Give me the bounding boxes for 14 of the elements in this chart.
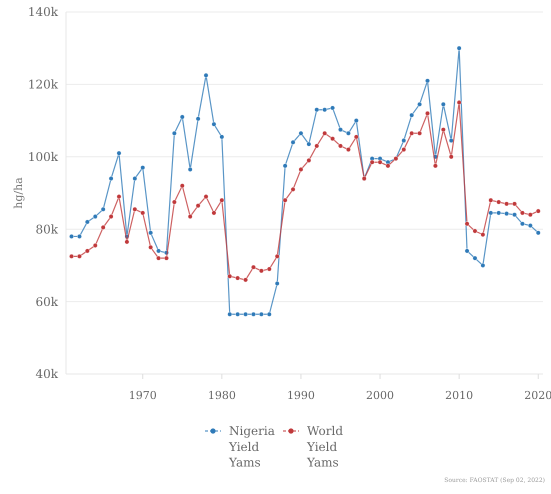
y-tick-label: 120k bbox=[28, 78, 59, 92]
x-tick-label: 2010 bbox=[445, 389, 474, 402]
y-tick-label: 80k bbox=[35, 222, 59, 236]
x-tick-label: 2000 bbox=[366, 389, 394, 402]
legend-label: World Yield Yams bbox=[306, 424, 344, 470]
y-tick-label: 140k bbox=[28, 5, 59, 20]
y-tick-label: 100k bbox=[28, 150, 59, 164]
y-axis-title: hg/ha bbox=[12, 176, 25, 209]
y-tick-label: 60k bbox=[35, 294, 59, 309]
x-tick-label: 1990 bbox=[286, 389, 315, 402]
y-tick-label: 40k bbox=[35, 367, 59, 382]
legend-label: Nigeria Yield Yams bbox=[228, 424, 275, 470]
x-tick-label: 1970 bbox=[128, 389, 157, 402]
x-tick-label: 1980 bbox=[208, 389, 236, 402]
